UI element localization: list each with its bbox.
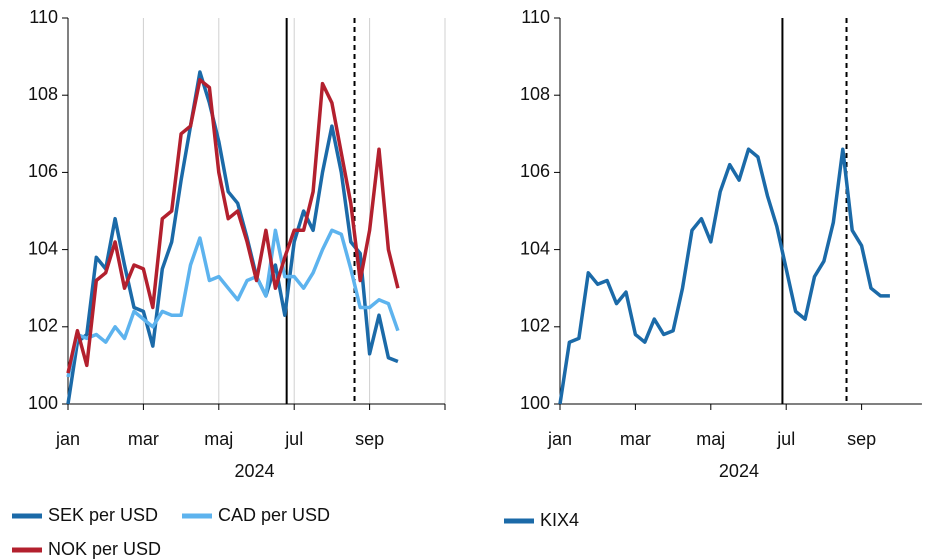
x-tick-label: sep [847, 429, 876, 449]
legend-label: SEK per USD [48, 505, 158, 525]
x-tick-label: maj [696, 429, 725, 449]
x-tick-label: jan [55, 429, 80, 449]
data-line [66, 78, 400, 374]
y-tick-label: 110 [521, 7, 550, 27]
x-tick-label: jul [284, 429, 303, 449]
y-tick-label: 102 [28, 316, 58, 336]
y-tick-label: 108 [520, 84, 550, 104]
data-line [66, 70, 399, 405]
x-tick-label: jul [776, 429, 795, 449]
y-tick-label: 106 [28, 161, 58, 181]
x-tick-label: jan [547, 429, 572, 449]
data-line [558, 147, 890, 405]
y-tick-label: 100 [28, 393, 58, 413]
x-tick-label: mar [620, 429, 651, 449]
y-tick-label: 104 [28, 238, 58, 258]
y-tick-label: 106 [520, 161, 550, 181]
y-tick-label: 104 [520, 238, 550, 258]
x-axis-label: 2024 [234, 461, 274, 481]
legend-label: NOK per USD [48, 539, 161, 559]
y-tick-label: 102 [520, 316, 550, 336]
x-tick-label: maj [204, 429, 233, 449]
x-tick-label: mar [128, 429, 159, 449]
legend-label: KIX4 [540, 510, 579, 530]
y-tick-label: 110 [29, 7, 58, 27]
y-tick-label: 100 [520, 393, 550, 413]
x-tick-label: sep [355, 429, 384, 449]
x-axis-label: 2024 [719, 461, 759, 481]
data-line [66, 228, 400, 378]
legend-label: CAD per USD [218, 505, 330, 525]
y-tick-label: 108 [28, 84, 58, 104]
